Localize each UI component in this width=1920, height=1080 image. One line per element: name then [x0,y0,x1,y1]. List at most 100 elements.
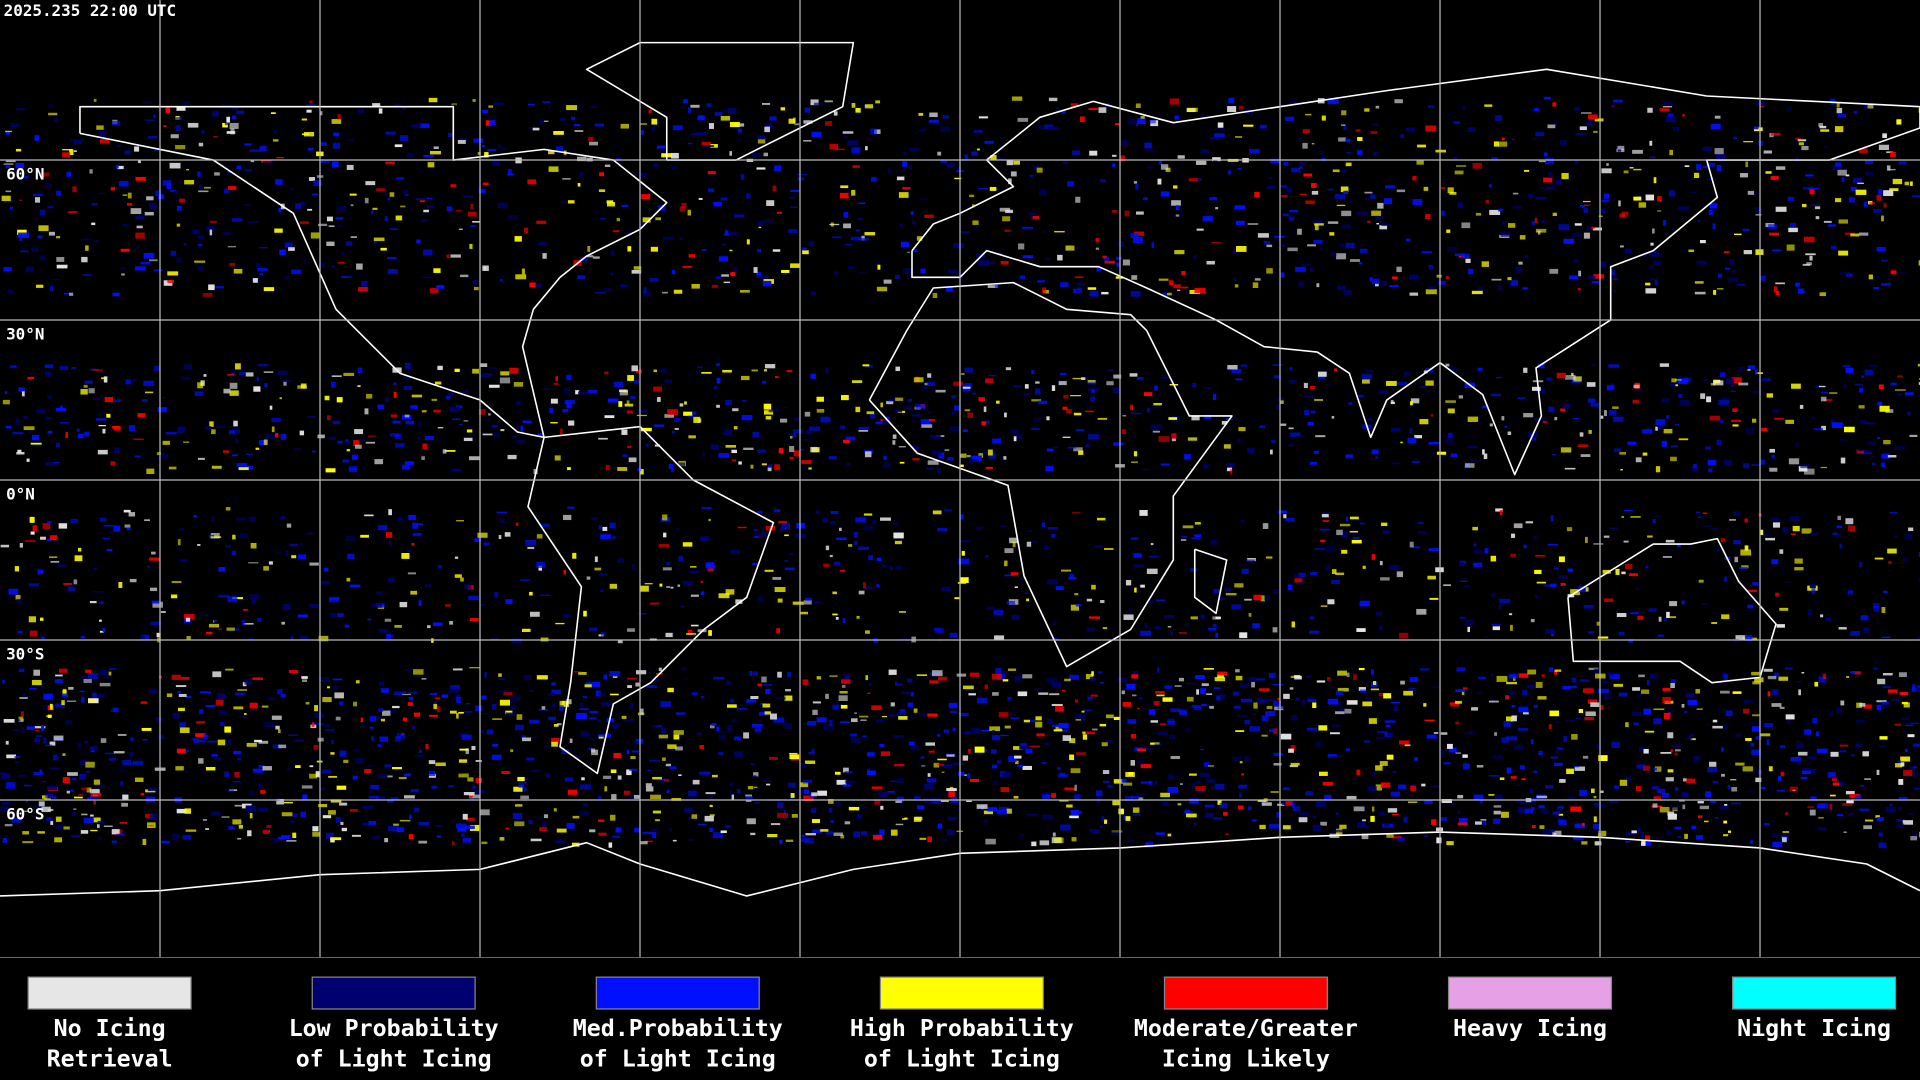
speckle [1669,616,1677,619]
speckle [572,552,577,559]
speckle [1874,557,1884,560]
speckle [1905,724,1914,727]
speckle [1531,221,1536,225]
speckle [1174,115,1179,120]
speckle [790,553,794,556]
speckle [641,130,644,135]
speckle [208,623,220,628]
speckle [1307,698,1317,703]
speckle [390,414,398,418]
speckle [38,801,45,807]
speckle [11,431,15,435]
speckle [616,217,620,222]
speckle [256,376,259,382]
speckle [947,457,955,461]
speckle [1373,151,1378,156]
speckle [1543,584,1553,587]
speckle [134,777,144,782]
speckle [865,146,868,151]
speckle [689,570,700,574]
speckle [1608,410,1617,416]
speckle [762,780,772,782]
speckle [1331,415,1335,419]
speckle [1697,801,1704,804]
speckle [1179,632,1187,634]
speckle [996,760,1002,764]
speckle [421,410,427,413]
speckle [426,204,435,209]
speckle [1847,590,1854,595]
speckle [150,621,162,626]
speckle [1335,711,1345,715]
speckle [937,151,942,156]
speckle [1074,593,1079,596]
speckle [673,289,683,294]
speckle [343,372,355,377]
speckle [566,374,572,381]
speckle [624,719,634,722]
speckle [705,562,715,569]
speckle [156,452,161,456]
speckle [335,816,342,823]
speckle [1597,830,1607,837]
speckle [1206,778,1216,783]
speckle [1850,754,1855,757]
speckle [1196,228,1204,231]
speckle [701,506,712,510]
speckle [85,761,95,768]
speckle [1278,510,1288,514]
speckle [1745,738,1752,741]
speckle [228,186,237,190]
speckle [1617,147,1622,152]
speckle [451,103,457,106]
speckle [888,669,897,675]
speckle [1774,417,1785,420]
speckle [561,749,569,755]
speckle [1140,116,1145,119]
speckle [1731,802,1741,805]
speckle [1091,671,1094,676]
speckle [1317,449,1321,454]
speckle [1585,711,1596,717]
speckle [1574,766,1585,771]
speckle [302,679,307,683]
speckle [1645,282,1651,286]
speckle [143,101,153,105]
speckle [263,721,275,728]
speckle [688,839,693,842]
speckle [1432,785,1441,788]
speckle [1663,428,1673,434]
speckle [702,451,706,457]
speckle [851,718,858,723]
speckle [463,420,469,422]
speckle [1361,374,1372,381]
speckle [1130,461,1138,463]
speckle [465,702,470,705]
speckle [1465,732,1476,735]
speckle [259,246,268,249]
speckle [1206,693,1213,695]
speckle [1731,385,1735,387]
speckle [1481,261,1489,267]
speckle [687,629,693,636]
speckle [863,513,873,516]
speckle [421,219,428,222]
speckle [763,152,768,157]
speckle [1281,195,1288,197]
speckle [1554,670,1558,675]
speckle [937,676,948,681]
speckle [1477,287,1485,291]
speckle [92,692,97,698]
speckle [1215,616,1221,620]
speckle [1060,282,1069,287]
speckle [976,526,984,531]
speckle [1620,245,1624,248]
speckle [217,693,226,699]
speckle [764,711,771,715]
speckle [1764,723,1774,728]
speckle [1459,616,1466,619]
speckle [1918,260,1920,266]
speckle [857,217,863,220]
speckle [579,702,583,707]
speckle [1807,806,1815,808]
